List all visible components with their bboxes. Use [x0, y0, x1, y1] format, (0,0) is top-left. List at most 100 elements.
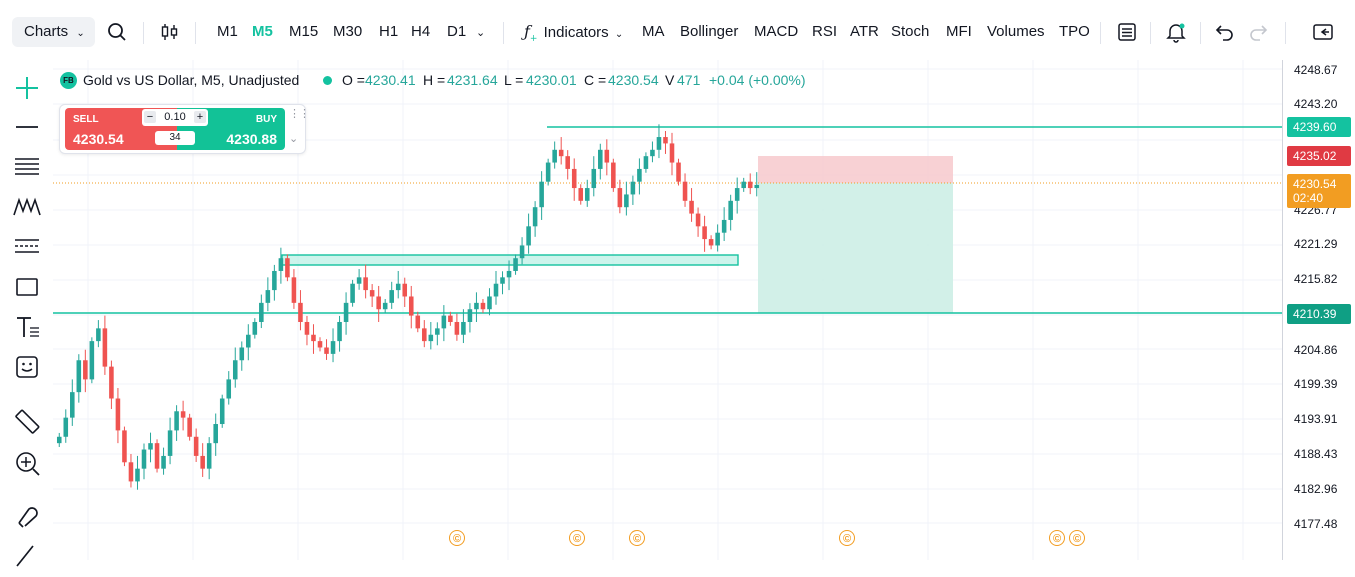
indicator-tpo-button[interactable]: TPO [1059, 23, 1090, 40]
current-price-value: 4230.54 [1293, 177, 1337, 191]
stop-loss-price-tag[interactable]: 4235.02 [1287, 146, 1351, 166]
support-price-tag[interactable]: 4210.39 [1287, 304, 1351, 324]
take-profit-zone [758, 183, 953, 313]
candle-body [604, 149, 610, 163]
fullscreen-button[interactable] [1312, 17, 1334, 47]
lot-decrease-button[interactable]: − [144, 111, 156, 123]
candle-body [526, 226, 531, 246]
search-button[interactable] [107, 17, 129, 47]
lot-size-value[interactable]: 0.10 [164, 111, 186, 123]
indicator-atr-button[interactable]: ATR [850, 23, 879, 40]
indicator-volumes-button[interactable]: Volumes [987, 23, 1045, 40]
more-timeframes-button[interactable]: ⌄ [476, 17, 485, 47]
candle-body [552, 149, 557, 163]
rectangle-tool[interactable] [11, 271, 43, 303]
candle-body [539, 181, 544, 208]
candle-body [343, 302, 349, 322]
price-tick: 4243.20 [1294, 97, 1338, 111]
timeframe-h1[interactable]: H1 [379, 23, 399, 40]
current-price-tag[interactable]: 4230.54 02:40 [1287, 174, 1351, 208]
timeframe-m30[interactable]: M30 [333, 23, 363, 40]
toolbar-divider [503, 22, 504, 44]
drag-handle-icon[interactable]: ⋮⋮ [289, 108, 310, 120]
symbol-title[interactable]: Gold vs US Dollar, M5, Unadjusted [83, 72, 300, 88]
copyright-marker-icon[interactable]: © [629, 530, 645, 546]
copyright-marker-icon[interactable]: © [1049, 530, 1065, 546]
indicator-macd-button[interactable]: MACD [754, 23, 799, 40]
price-chart[interactable] [53, 60, 1282, 560]
timeframe-d1[interactable]: D1 [447, 23, 467, 40]
measure-tool[interactable] [11, 406, 43, 438]
copyright-marker-icon[interactable]: © [839, 530, 855, 546]
candle-body [435, 328, 440, 335]
redo-button[interactable] [1248, 17, 1268, 47]
fib-tool[interactable] [11, 151, 43, 183]
resistance-price-tag[interactable]: 4239.60 [1287, 117, 1351, 137]
forecast-tool[interactable] [11, 231, 43, 263]
copyright-marker-icon[interactable]: © [569, 530, 585, 546]
indicator-rsi-button[interactable]: RSI [812, 23, 838, 40]
magnet-tool[interactable] [11, 501, 43, 533]
sell-price: 4230.54 [73, 131, 124, 147]
undo-button[interactable] [1215, 17, 1235, 47]
candle-body [330, 341, 336, 354]
text-tool[interactable] [11, 311, 43, 343]
indicators-button[interactable]: ƒ+ Indicators ⌄ [524, 17, 623, 47]
dashed-lines-icon [15, 239, 39, 253]
indicator-ma-button[interactable]: MA [642, 23, 665, 40]
candle-body [408, 296, 414, 316]
timeframe-m1[interactable]: M1 [217, 23, 238, 40]
candle-body [389, 290, 394, 303]
candle-body [304, 321, 310, 335]
indicator-mfi-button[interactable]: MFI [946, 23, 972, 40]
zoom-tool[interactable] [11, 447, 43, 479]
price-axis[interactable]: 4248.67 4243.20 4226.77 4221.29 4215.82 … [1282, 60, 1355, 560]
brush-icon [16, 545, 34, 567]
charts-label: Charts [24, 23, 69, 40]
indicator-bollinger-button[interactable]: Bollinger [680, 23, 739, 40]
indicator-stoch-button[interactable]: Stoch [891, 23, 930, 40]
emoji-tool[interactable] [11, 351, 43, 383]
timeframe-m5[interactable]: M5 [252, 23, 273, 40]
pattern-tool[interactable] [11, 191, 43, 223]
alerts-button[interactable] [1165, 17, 1187, 47]
high-value: 4231.64 [447, 72, 498, 88]
candle-body [219, 398, 225, 425]
top-toolbar: Charts ⌄ M1 M5 M15 M30 H1 H4 D1 ⌄ ƒ+ Ind… [0, 0, 1355, 60]
candle-body [519, 245, 525, 259]
candle-body [187, 417, 192, 437]
brush-tool[interactable] [11, 540, 43, 572]
candle-body [193, 436, 199, 456]
candle-body [70, 392, 75, 418]
copyright-marker-icon[interactable]: © [1069, 530, 1085, 546]
candle-body [89, 341, 95, 380]
trend-line-tool[interactable] [11, 111, 43, 143]
candle-body [467, 309, 473, 322]
candle-body [56, 436, 62, 444]
timeframe-m15[interactable]: M15 [289, 23, 319, 40]
candle-body [741, 181, 746, 189]
price-tick: 4182.96 [1294, 482, 1338, 496]
candle-body [324, 347, 329, 354]
candle-body [259, 302, 264, 322]
candle-body [363, 277, 368, 291]
candle-body [422, 328, 427, 342]
candle-body [298, 302, 303, 322]
change-value: +0.04 (+0.00%) [709, 72, 806, 88]
lot-increase-button[interactable]: + [194, 111, 206, 123]
text-icon [17, 317, 39, 337]
candlestick-chart[interactable] [53, 60, 1282, 560]
candle-body [356, 277, 362, 284]
candle-body [161, 455, 166, 469]
templates-button[interactable] [1117, 17, 1137, 47]
chart-type-button[interactable] [160, 17, 182, 47]
timeframe-h4[interactable]: H4 [411, 23, 431, 40]
candle-body [148, 443, 153, 450]
lot-size-stepper[interactable]: − 0.10 + [142, 109, 208, 126]
candle-body [747, 181, 753, 189]
chevron-down-icon[interactable]: ⌄ [289, 133, 299, 145]
buy-price: 4230.88 [226, 131, 277, 147]
copyright-marker-icon[interactable]: © [449, 530, 465, 546]
crosshair-tool[interactable] [11, 72, 43, 104]
charts-menu-button[interactable]: Charts ⌄ [12, 17, 95, 47]
